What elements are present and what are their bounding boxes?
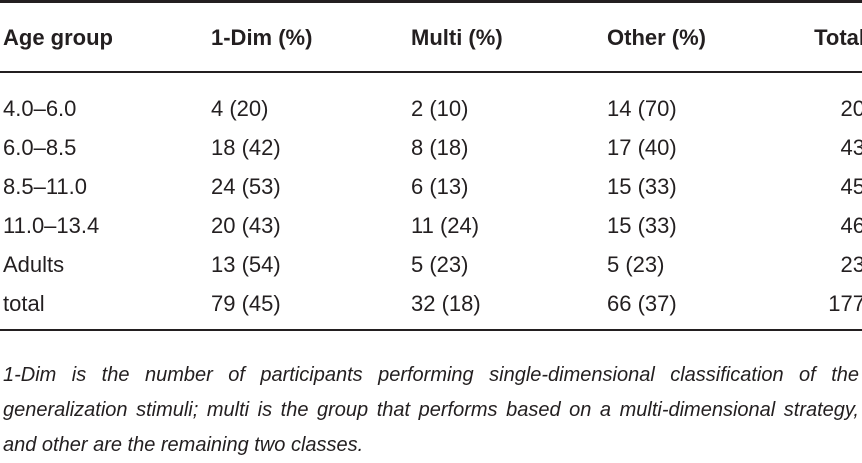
cell-age-group: 6.0–8.5 <box>3 134 77 160</box>
cell-multi: 5 (23) <box>411 251 469 277</box>
cell-total: 43 <box>840 134 862 160</box>
header-age-group: Age group <box>0 0 211 73</box>
cell-other: 17 (40) <box>607 134 677 160</box>
cell-1-dim: 4 (20) <box>211 95 269 121</box>
cell-multi: 2 (10) <box>411 95 469 121</box>
cell-multi: 11 (24) <box>411 212 480 238</box>
cell-age-group: Adults <box>3 251 65 277</box>
cell-age-group: 8.5–11.0 <box>3 173 88 199</box>
cell-age-group: 11.0–13.4 <box>3 212 100 238</box>
cell-other: 66 (37) <box>607 290 677 316</box>
cell-1-dim: 18 (42) <box>211 134 281 160</box>
data-table-container: Age group 1-Dim (%) Multi (%) Other (%) … <box>0 0 862 330</box>
header-multi: Multi (%) <box>411 0 607 73</box>
cell-1-dim: 13 (54) <box>211 251 281 277</box>
cell-other: 15 (33) <box>607 173 677 199</box>
header-total: Total <box>802 0 862 73</box>
cell-total: 23 <box>840 251 862 277</box>
header-1-dim: 1-Dim (%) <box>211 0 411 73</box>
cell-total: 20 <box>840 95 862 121</box>
age-group-classification-table: Age group 1-Dim (%) Multi (%) Other (%) … <box>0 0 862 330</box>
table-row-total: total 79 (45) 32 (18) 66 (37) 177 <box>0 284 862 330</box>
cell-total: 46 <box>840 212 862 238</box>
cell-1-dim: 79 (45) <box>211 290 281 316</box>
table-row: 6.0–8.5 18 (42) 8 (18) 17 (40) 43 <box>0 128 862 167</box>
cell-other: 5 (23) <box>607 251 665 277</box>
cell-total: 45 <box>840 173 862 199</box>
cell-other: 14 (70) <box>607 95 677 121</box>
cell-multi: 32 (18) <box>411 290 481 316</box>
table-row: 4.0–6.0 4 (20) 2 (10) 14 (70) 20 <box>0 72 862 128</box>
table-row: 8.5–11.0 24 (53) 6 (13) 15 (33) 45 <box>0 167 862 206</box>
cell-age-group: 4.0–6.0 <box>3 95 77 121</box>
table-header-row: Age group 1-Dim (%) Multi (%) Other (%) … <box>0 0 862 73</box>
header-other: Other (%) <box>607 0 802 73</box>
cell-1-dim: 20 (43) <box>211 212 281 238</box>
cell-multi: 6 (13) <box>411 173 469 199</box>
cell-age-group: total <box>3 290 45 316</box>
cell-total: 177 <box>828 290 862 316</box>
table-row: Adults 13 (54) 5 (23) 5 (23) 23 <box>0 245 862 284</box>
cell-other: 15 (33) <box>607 212 677 238</box>
cell-1-dim: 24 (53) <box>211 173 281 199</box>
cell-multi: 8 (18) <box>411 134 469 160</box>
table-row: 11.0–13.4 20 (43) 11 (24) 15 (33) 46 <box>0 206 862 245</box>
table-footnote: 1-Dim is the number of participants perf… <box>3 364 859 456</box>
